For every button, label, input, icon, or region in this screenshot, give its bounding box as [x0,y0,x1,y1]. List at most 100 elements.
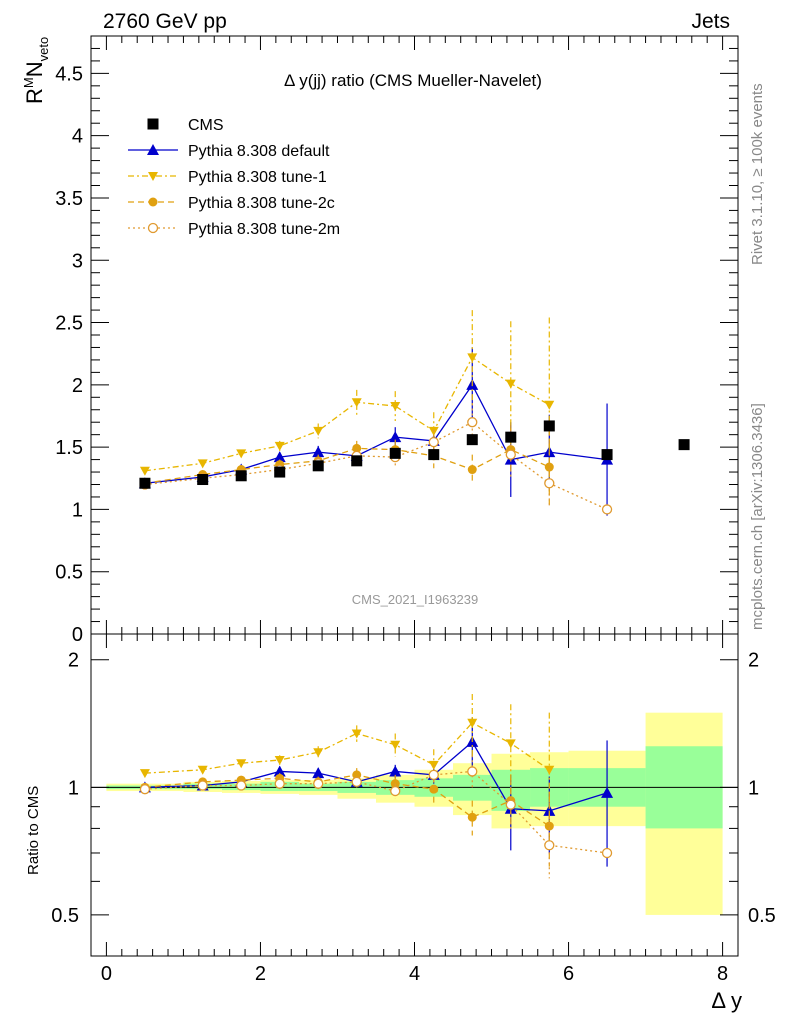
series-pythia-8-308-tune-2m [139,755,613,879]
data-point [351,398,362,408]
data-point [505,739,516,749]
bottom-y-tick-label-right: 1 [748,777,759,799]
top-y-tick-label: 4.5 [55,63,83,85]
legend-marker [147,118,159,130]
mcplots-label: mcplots.cern.ch [arXiv:1306.3436] [749,403,766,630]
data-point [429,784,439,794]
legend-label: Pythia 8.308 tune-1 [188,169,327,186]
top-y-tick-label: 2 [72,375,83,397]
data-point [467,353,478,363]
data-point [273,451,286,463]
legend-entry: Pythia 8.308 default [128,143,330,160]
watermark: CMS_2021_I1963239 [352,592,479,607]
cms-data-point [389,447,401,459]
x-tick-label: 0 [101,963,112,985]
cms-data-point [543,420,555,432]
x-axis-label: Δ y [711,988,742,1013]
data-point [544,765,555,775]
top-y-axis-label: RMNveto [21,37,51,104]
cms-data-point [312,460,324,472]
data-point [274,778,285,789]
data-point [313,778,324,789]
top-y-tick-label: 0.5 [55,562,83,584]
series-pythia-8-308-tune-1 [139,310,555,492]
data-point [236,759,247,769]
top-y-tick-label: 2.5 [55,313,83,335]
cms-data-point [197,474,209,486]
legend-entry: Pythia 8.308 tune-2m [128,221,340,238]
data-point [428,769,439,781]
bottom-y-tick-label: 0.5 [51,905,79,927]
legend-marker [147,144,159,155]
data-point [352,443,362,453]
data-point [428,436,439,448]
legend-label: Pythia 8.308 tune-2c [188,195,335,212]
header-left: 2760 GeV pp [103,10,227,33]
data-point [139,769,150,779]
top-y-tick-label: 4 [72,126,83,148]
top-y-tick-label: 1.5 [55,437,83,459]
cms-data-point [428,449,440,461]
data-point [467,417,478,428]
x-tick-label: 6 [563,963,574,985]
data-point [543,804,556,816]
legend-label: Pythia 8.308 default [188,143,330,160]
data-point [467,718,478,728]
series-line [144,421,608,511]
cms-data-point [139,477,151,489]
data-point [274,441,285,451]
data-point [601,786,614,798]
top-series-layer [138,310,614,516]
legend-marker [148,172,158,181]
data-point [352,770,362,780]
data-point [390,740,401,750]
data-point [197,765,208,775]
data-point [389,431,402,443]
series-line [144,770,608,854]
legend-label: Pythia 8.308 tune-2m [188,221,340,238]
data-point [139,784,151,795]
bottom-y-tick-label: 1 [68,777,79,799]
legend-marker [147,222,159,234]
cms-data-point [274,466,286,478]
cms-data-point [235,470,247,482]
data-point [505,379,516,389]
legend-entry: Pythia 8.308 tune-2c [128,195,335,212]
cms-data-point [678,439,690,451]
data-point [197,459,208,469]
legend-marker [148,197,158,207]
axes-frame [90,35,739,957]
data-point [313,748,324,758]
bottom-y-tick-label-right: 0.5 [748,905,776,927]
rivet-label: Rivet 3.1.10, ≥ 100k events [749,83,766,265]
series-pythia-8-308-default [138,347,614,516]
data-point [601,504,613,515]
top-y-tick-label: 3.5 [55,188,83,210]
x-tick-label: 4 [409,963,420,985]
data-point [390,785,401,797]
series-line [144,740,608,812]
data-point [601,847,613,859]
cms-data-point [351,455,363,467]
cms-data-point [466,434,478,446]
data-point [505,449,516,460]
data-point [236,449,247,459]
series-pythia-8-308-tune-2m [139,403,613,515]
data-point [389,765,402,777]
legend: CMS Pythia 8.308 default Pythia 8.308 tune… [128,117,340,238]
data-point [544,478,555,489]
x-tick-label: 8 [717,963,728,985]
data-point [467,465,477,475]
data-point [197,780,208,791]
top-y-tick-label: 3 [72,250,83,272]
data-point [351,729,362,739]
data-point [312,767,325,779]
data-point [351,776,362,788]
bottom-y-axis-label: Ratio to CMS [25,786,42,875]
top-y-tick-label: 1 [72,499,83,521]
series-line [144,356,550,472]
data-point [467,812,477,822]
data-point [544,462,554,472]
cms-data-layer [139,420,690,489]
x-tick-label: 2 [255,963,266,985]
